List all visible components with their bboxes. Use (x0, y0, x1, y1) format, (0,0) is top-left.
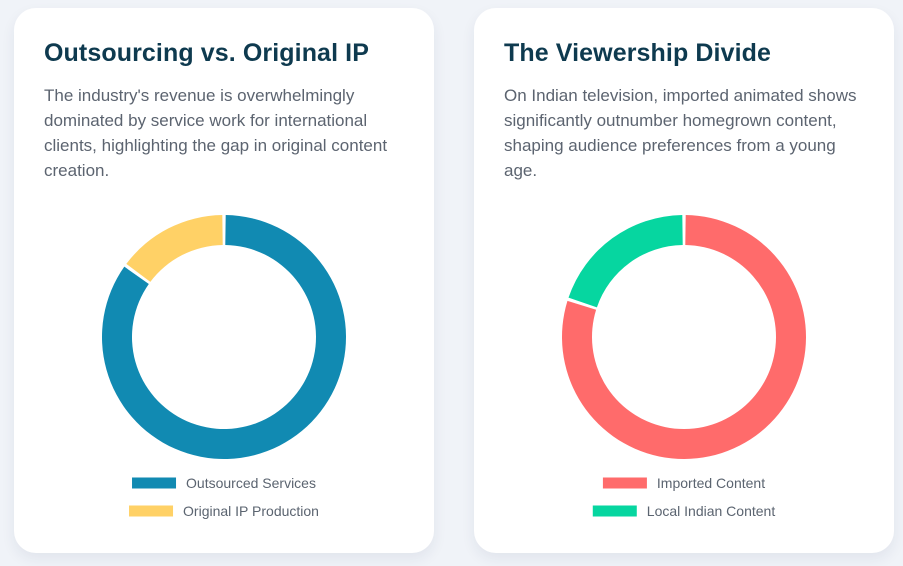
slice-local-indian-content[interactable] (568, 215, 683, 308)
card-title: Outsourcing vs. Original IP (44, 39, 369, 67)
legend-swatch (129, 505, 174, 517)
legend-label: Local Indian Content (647, 503, 776, 519)
legend-item-imported-content[interactable]: Imported Content (602, 475, 765, 491)
legend-swatch (132, 477, 177, 489)
card-description: On Indian television, imported animated … (504, 86, 857, 180)
legend-item-local-indian-content[interactable]: Local Indian Content (592, 503, 776, 519)
legend-item-outsourced-services[interactable]: Outsourced Services (132, 475, 316, 491)
legend-swatch (602, 477, 647, 489)
outsourcing-card: Outsourcing vs. Original IP The industry… (14, 8, 434, 553)
slice-original-ip-production[interactable] (126, 215, 223, 282)
legend-swatch (592, 505, 637, 517)
outsourcing-doughnut-chart: Outsourced Services Original IP Productio… (101, 215, 346, 519)
legend-label: Imported Content (657, 475, 765, 491)
viewership-doughnut-chart: Imported Content Local Indian Content (562, 215, 806, 519)
card-description: The industry's revenue is overwhelmingly… (44, 86, 388, 180)
legend-label: Outsourced Services (186, 475, 316, 491)
viewership-card: The Viewership Divide On Indian televisi… (474, 8, 894, 553)
legend-item-original-ip-production[interactable]: Original IP Production (129, 503, 319, 519)
legend-label: Original IP Production (183, 503, 319, 519)
card-title: The Viewership Divide (504, 39, 772, 67)
